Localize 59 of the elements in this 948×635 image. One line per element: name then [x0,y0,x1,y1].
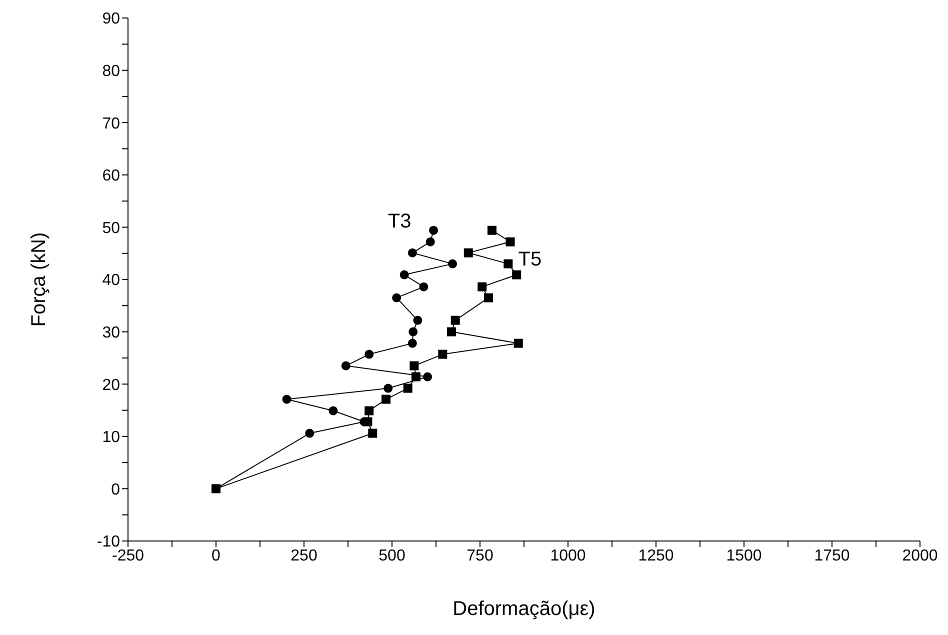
y-tick-label: 10 [102,429,120,446]
y-tick-label: 20 [102,376,120,394]
point [403,384,412,393]
x-tick-label: 1750 [814,547,850,564]
point [384,384,393,393]
point [282,394,292,404]
point [512,270,522,280]
point [413,316,422,325]
point [514,338,523,348]
point [408,327,418,336]
point [408,338,417,348]
point [410,361,419,370]
point [305,428,314,438]
point [450,316,460,325]
point [506,237,515,246]
point [464,248,473,258]
y-axis-title: Força (kN) [28,232,50,327]
point [328,406,338,416]
point [438,350,448,359]
point [484,293,493,302]
point [363,417,372,426]
point [487,226,496,235]
point [341,361,350,370]
point [408,248,417,258]
point [212,484,220,494]
y-tick-label: 90 [102,10,120,28]
y-tick-label: 40 [102,272,120,290]
series-label: T5 [518,248,542,271]
y-tick-label: 80 [102,62,120,80]
x-axis-title: Deformação(με) [452,598,596,620]
point [478,282,487,292]
point [448,259,458,268]
x-tick-label: 250 [290,547,318,564]
x-tick-label: 1250 [638,547,674,564]
x-tick-label: 1000 [550,547,586,564]
point [400,270,409,280]
point [426,237,435,246]
x-tick-label: 2000 [902,547,938,564]
y-tick-label: 70 [102,115,120,132]
point [419,282,428,292]
x-tick-label: 500 [378,547,406,564]
y-tick-label: 30 [102,324,120,342]
point [411,372,420,382]
y-tick-label: 50 [102,220,120,237]
point [368,428,378,438]
y-tick-label: 0 [111,481,120,498]
series-label: T3 [388,210,412,233]
point [423,372,432,382]
point [364,406,374,416]
point [446,327,456,336]
x-tick-label: 1500 [726,547,762,564]
x-tick-label: 0 [212,547,221,564]
point [392,293,402,302]
x-tick-label: 750 [466,547,494,564]
y-tick-label: 60 [102,168,120,185]
point [364,350,374,359]
point [429,226,438,235]
point [382,394,391,404]
point [504,259,513,268]
